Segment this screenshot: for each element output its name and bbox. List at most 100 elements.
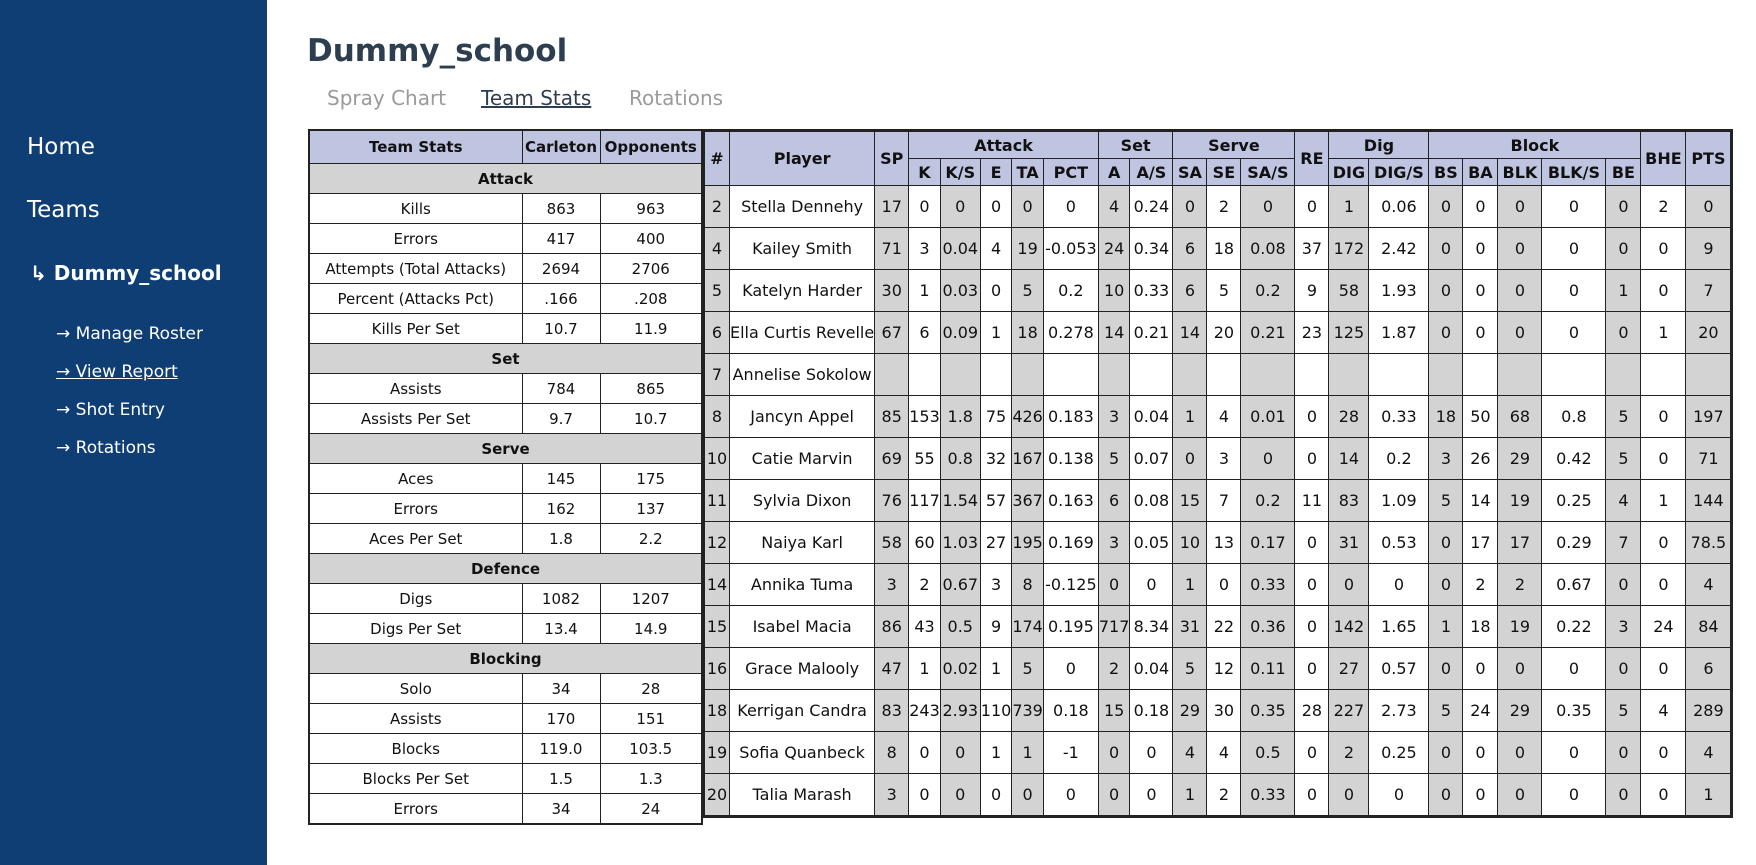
header-row: Team Stats Carleton Opponents <box>308 129 703 164</box>
stat-cell: 0.17 <box>1240 521 1296 564</box>
stat-cell: 0 <box>1497 773 1543 817</box>
stat-cell: 0 <box>1240 185 1296 228</box>
stat-cell: 13 <box>1206 521 1242 564</box>
stat-cell: 50 <box>1462 395 1499 438</box>
stat-cell: 19 <box>1011 227 1044 270</box>
stat-cell: 17 <box>874 185 910 228</box>
stat-cell: 3 <box>1097 521 1131 564</box>
stat-cell: 31 <box>1172 605 1208 648</box>
stat-label: Aces <box>308 463 523 494</box>
stat-cell: 7 <box>1685 269 1733 312</box>
stat-cell: 0 <box>1541 185 1607 228</box>
nav-sublink[interactable]: → Rotations <box>56 438 156 458</box>
stat-row: Blocks Per Set 1.5 1.3 <box>308 763 703 794</box>
player-row: 7 Annelise Sokolow <box>703 353 1733 396</box>
stat-cell: 28 <box>1294 689 1330 732</box>
stat-cell: 60 <box>908 521 941 564</box>
stat-cell: 717 <box>1097 605 1131 648</box>
stat-cell: 0.5 <box>939 605 981 648</box>
stat-cell <box>1328 353 1370 396</box>
tab[interactable]: Spray Chart <box>327 86 447 110</box>
stat-cell <box>1497 353 1543 396</box>
stat-cell: 174 <box>1011 605 1044 648</box>
column-header: TA <box>1011 158 1044 186</box>
stat-cell: 0.67 <box>1541 563 1607 606</box>
stat-cell: 47 <box>874 647 910 690</box>
stat-cell: 32 <box>979 437 1013 480</box>
player-name: Sylvia Dixon <box>728 479 876 522</box>
stat-row: Digs 1082 1207 <box>308 583 703 614</box>
stat-cell: 0.35 <box>1541 689 1607 732</box>
nav-sublink[interactable]: → Shot Entry <box>56 400 165 420</box>
stat-cell: 0.29 <box>1541 521 1607 564</box>
column-header: DIG <box>1328 158 1370 186</box>
nav-sublink[interactable]: → View Report <box>56 362 178 382</box>
nav-current-team[interactable]: ↳ Dummy_school <box>30 261 222 285</box>
stat-cell: 20 <box>703 773 730 817</box>
stat-cell <box>1097 353 1131 396</box>
stat-cell: 1.54 <box>939 479 981 522</box>
stat-cell: 0.25 <box>1368 731 1430 774</box>
stat-cell: 0 <box>1129 563 1174 606</box>
stat-cell: 18 <box>703 689 730 732</box>
stat-cell: 367 <box>1011 479 1044 522</box>
stat-cell: 0.09 <box>939 311 981 354</box>
stat-value: 1.8 <box>521 523 601 554</box>
stat-row: Aces 145 175 <box>308 463 703 494</box>
stat-cell: 29 <box>1497 689 1543 732</box>
stat-value: 10.7 <box>599 403 703 434</box>
column-header: BLK/S <box>1541 158 1607 186</box>
stat-cell: 1.93 <box>1368 269 1430 312</box>
stat-row: Blocks 119.0 103.5 <box>308 733 703 764</box>
stat-cell: 55 <box>908 437 941 480</box>
column-header: SE <box>1206 158 1242 186</box>
column-header: BS <box>1428 158 1464 186</box>
stat-cell: 15 <box>1172 479 1208 522</box>
stat-cell: 0.183 <box>1042 395 1099 438</box>
stat-value: 863 <box>521 193 601 224</box>
tab[interactable]: Team Stats <box>481 86 592 110</box>
stat-value: 28 <box>599 673 703 704</box>
stat-cell: 2 <box>1328 731 1370 774</box>
stat-cell: 9 <box>1685 227 1733 270</box>
nav-link[interactable]: Teams <box>27 197 100 223</box>
stat-cell: 0.08 <box>1240 227 1296 270</box>
stat-cell <box>1605 353 1642 396</box>
stat-value: 1.5 <box>521 763 601 794</box>
stat-cell: 14 <box>1097 311 1131 354</box>
stat-cell: 1 <box>908 647 941 690</box>
stat-cell: 117 <box>908 479 941 522</box>
stat-cell: 85 <box>874 395 910 438</box>
stat-cell: 1 <box>1428 605 1464 648</box>
stat-cell: 0 <box>1294 773 1330 817</box>
nav-link[interactable]: Home <box>27 134 95 160</box>
stat-cell <box>1129 353 1174 396</box>
stat-cell: 289 <box>1685 689 1733 732</box>
stat-cell: 0 <box>1294 605 1330 648</box>
stat-row: Kills Per Set 10.7 11.9 <box>308 313 703 344</box>
stat-cell: 2.93 <box>939 689 981 732</box>
stat-cell: 26 <box>1462 437 1499 480</box>
stat-value: 170 <box>521 703 601 734</box>
section-title: Serve <box>308 433 703 464</box>
tab[interactable]: Rotations <box>629 86 724 110</box>
stat-cell: 0 <box>908 773 941 817</box>
nav-sublink[interactable]: → Manage Roster <box>56 324 203 344</box>
stat-cell: 43 <box>908 605 941 648</box>
stat-cell <box>1428 353 1464 396</box>
stat-cell: 0.53 <box>1368 521 1430 564</box>
stat-cell: 22 <box>1206 605 1242 648</box>
stat-value: 11.9 <box>599 313 703 344</box>
player-row: 19 Sofia Quanbeck 8 0 0 1 1 -1 0 0 4 4 0.5 0 2 0.25 0 0 0 0… <box>703 731 1733 774</box>
player-name: Kailey Smith <box>728 227 876 270</box>
stat-cell: 0 <box>1294 521 1330 564</box>
group-header: Dig <box>1328 130 1430 159</box>
group-header: Set <box>1097 130 1174 159</box>
stat-cell: 71 <box>874 227 910 270</box>
stat-row: Errors 417 400 <box>308 223 703 254</box>
stat-value: .208 <box>599 283 703 314</box>
stat-cell: 1 <box>908 269 941 312</box>
stat-cell: 37 <box>1294 227 1330 270</box>
stat-value: 10.7 <box>521 313 601 344</box>
stat-cell: 3 <box>1428 437 1464 480</box>
